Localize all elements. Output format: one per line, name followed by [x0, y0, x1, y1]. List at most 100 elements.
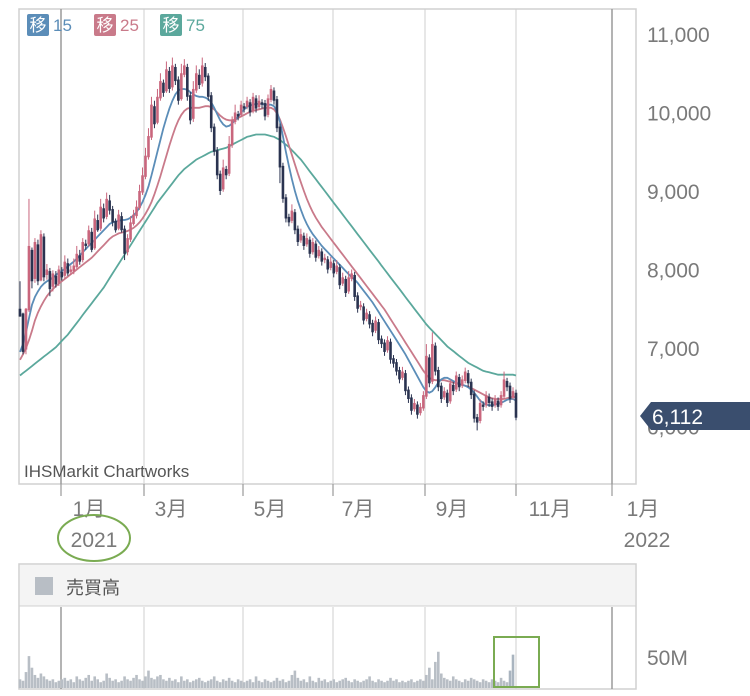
candle-body [293, 212, 297, 231]
volume-bar [386, 680, 389, 688]
last-price-value: 6,112 [652, 406, 703, 429]
volume-bar [48, 680, 52, 688]
y-tick-label: 11,000 [647, 24, 710, 47]
volume-bar [221, 679, 225, 688]
candle-body [212, 126, 216, 152]
candle-body [215, 150, 219, 176]
volume-bar [457, 680, 461, 688]
volume-bar [353, 679, 356, 688]
volume-bar [314, 682, 318, 688]
volume-bar [442, 677, 446, 688]
volume-bar [278, 680, 282, 688]
volume-bar [344, 677, 347, 688]
volume-bar [57, 680, 61, 688]
volume-bar [320, 680, 324, 688]
candle-body [30, 249, 34, 282]
candle-body [493, 399, 497, 406]
candle-body [272, 90, 276, 101]
candle-body [287, 216, 291, 223]
legend-item-ma25[interactable]: 移 25 [94, 14, 139, 36]
volume-bar [180, 676, 183, 688]
candle-body [514, 392, 518, 418]
volume-bar [245, 680, 249, 688]
volume-bar [332, 679, 336, 688]
candle-body [389, 341, 392, 360]
legend-item-ma15[interactable]: 移 15 [27, 14, 72, 36]
candle-body [407, 389, 410, 400]
candle-body [236, 114, 240, 117]
volume-bar [102, 680, 105, 688]
volume-bar [350, 682, 353, 688]
volume-bar [451, 676, 455, 688]
candle-body [186, 66, 189, 97]
volume-bar [165, 680, 168, 688]
candle-body [481, 404, 485, 407]
volume-bar [493, 680, 497, 688]
volume-bar [502, 680, 506, 688]
candlesticks [18, 57, 518, 431]
candle-body [442, 391, 446, 398]
volume-bar [45, 679, 49, 688]
candle-body [395, 362, 398, 372]
candle-body [413, 402, 416, 410]
legend-period-ma75: 75 [186, 16, 205, 35]
candle-body [326, 259, 330, 270]
candle-body [329, 261, 333, 268]
volume-bar [425, 674, 428, 688]
candle-body [60, 271, 64, 278]
candle-body [314, 243, 318, 258]
volume-bar [487, 682, 491, 688]
candle-body [150, 104, 153, 138]
volume-bar [227, 677, 231, 688]
candle-body [66, 263, 70, 274]
volume-bar [147, 670, 150, 688]
candle-body [475, 417, 479, 423]
volume-bar [254, 676, 258, 688]
volume-bar [200, 680, 204, 688]
candle-body [487, 396, 491, 403]
volume-bar [475, 680, 479, 688]
candle-body [469, 381, 473, 396]
volume-bar [24, 672, 28, 688]
candle-body [401, 371, 404, 378]
volume-bar [174, 679, 177, 688]
volume-bar [209, 679, 213, 688]
candle-body [505, 380, 509, 388]
candle-body [27, 245, 31, 311]
candle-body [102, 208, 105, 219]
legend-period-ma15: 15 [53, 16, 72, 35]
candle-body [490, 401, 494, 407]
ma-line-ma75 [19, 133, 517, 377]
candle-body [248, 102, 252, 113]
candle-body [422, 395, 425, 409]
candle-body [320, 251, 324, 262]
candle-body [437, 369, 440, 388]
candle-body [24, 308, 28, 350]
candle-body [63, 261, 67, 276]
volume-bar [141, 680, 144, 688]
candle-body [371, 322, 374, 333]
candle-body [332, 263, 336, 274]
volume-bar [466, 680, 470, 688]
volume-bar [308, 676, 312, 688]
legend-item-ma75[interactable]: 移 75 [160, 14, 205, 36]
candle-body [356, 295, 359, 309]
candle-body [51, 273, 55, 287]
volume-bar [296, 677, 300, 688]
volume-bar [194, 679, 198, 688]
volume-bar [401, 680, 404, 688]
volume-bar [380, 680, 383, 688]
volume-bar [499, 677, 503, 688]
volume-bar [419, 679, 422, 688]
candle-body [189, 95, 192, 121]
candle-body [410, 397, 413, 411]
candle-body [78, 255, 82, 262]
candle-body [454, 375, 458, 390]
candle-body [460, 379, 464, 386]
x-month-label: 1月 [627, 498, 660, 521]
volume-bar [212, 676, 216, 688]
candle-body [156, 96, 159, 123]
candle-body [419, 406, 422, 414]
volume-bar [377, 679, 380, 688]
